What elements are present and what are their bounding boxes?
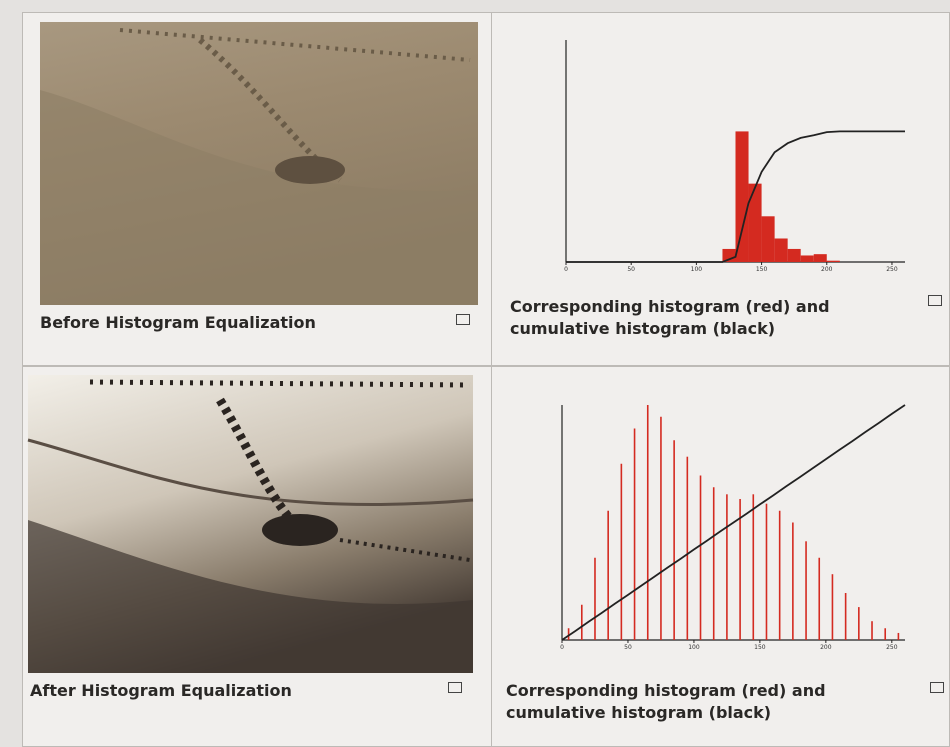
histogram-bar xyxy=(818,558,820,640)
x-tick-label: 200 xyxy=(821,266,833,273)
enlarge-icon[interactable] xyxy=(448,682,462,693)
caption: After Histogram Equalization xyxy=(30,680,292,702)
histogram-bar xyxy=(871,621,873,640)
histogram-bar xyxy=(805,541,807,640)
histogram-bar xyxy=(766,504,768,640)
caption: Corresponding histogram (red) and cumula… xyxy=(506,680,846,724)
histogram-bar xyxy=(634,429,636,641)
histogram-bar xyxy=(594,558,596,640)
histogram-bar xyxy=(607,511,609,640)
histogram-bar xyxy=(762,216,775,262)
histogram-bar xyxy=(660,417,662,640)
histogram-bar xyxy=(736,131,749,262)
photo-before xyxy=(40,22,478,305)
enlarge-icon[interactable] xyxy=(930,682,944,693)
histogram-bar xyxy=(792,523,794,641)
histogram-bar xyxy=(898,633,900,640)
histogram-bar xyxy=(779,511,781,640)
histogram-bar xyxy=(827,261,840,262)
histogram-bar xyxy=(713,487,715,640)
x-tick-label: 50 xyxy=(627,266,635,273)
histogram-bar xyxy=(621,464,623,640)
histogram-bar xyxy=(749,184,762,262)
x-tick-label: 100 xyxy=(688,644,700,651)
enlarge-icon[interactable] xyxy=(456,314,470,325)
histogram-bar xyxy=(884,628,886,640)
histogram-bar xyxy=(814,254,827,262)
histogram-bar xyxy=(739,499,741,640)
caption: Before Histogram Equalization xyxy=(40,312,316,334)
histogram-bar xyxy=(788,249,801,262)
histogram-bar xyxy=(845,593,847,640)
histogram-bar xyxy=(832,574,834,640)
histogram-bar xyxy=(752,494,754,640)
histogram-bar xyxy=(700,476,702,641)
figure-canvas: 0 50 100 150 200 250 0 50 100 150 200 250 xyxy=(0,0,950,747)
histogram-bar xyxy=(775,238,788,262)
x-tick-label: 100 xyxy=(691,266,703,273)
caption: Corresponding histogram (red) and cumula… xyxy=(510,296,850,340)
histogram-bar xyxy=(801,255,814,262)
x-tick-label: 250 xyxy=(886,266,898,273)
histogram-bar xyxy=(581,605,583,640)
histogram-bar xyxy=(858,607,860,640)
x-tick-label: 150 xyxy=(754,644,766,651)
x-tick-label: 0 xyxy=(560,644,564,651)
photo-after xyxy=(28,375,473,673)
cumulative-line xyxy=(562,405,905,640)
x-tick-label: 250 xyxy=(886,644,898,651)
histogram-bar xyxy=(673,440,675,640)
page: 0 50 100 150 200 250 0 50 100 150 200 250 Before Hi… xyxy=(0,0,950,747)
x-tick-label: 50 xyxy=(624,644,632,651)
enlarge-icon[interactable] xyxy=(928,295,942,306)
histogram-bar xyxy=(687,457,689,640)
histogram-bar xyxy=(647,405,649,640)
x-tick-label: 0 xyxy=(564,266,568,273)
x-tick-label: 150 xyxy=(756,266,768,273)
histogram-bar xyxy=(726,494,728,640)
x-tick-label: 200 xyxy=(820,644,832,651)
